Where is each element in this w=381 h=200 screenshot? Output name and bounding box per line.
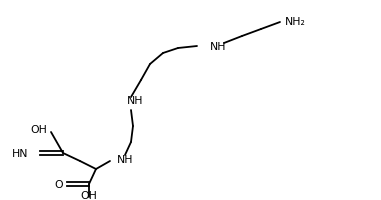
Text: OH: OH: [80, 190, 98, 200]
Text: NH: NH: [210, 42, 226, 52]
Text: HN: HN: [11, 148, 28, 158]
Text: OH: OH: [30, 124, 47, 134]
Text: NH: NH: [127, 96, 144, 105]
Text: NH: NH: [117, 154, 133, 164]
Text: O: O: [54, 179, 63, 189]
Text: NH₂: NH₂: [285, 17, 306, 27]
